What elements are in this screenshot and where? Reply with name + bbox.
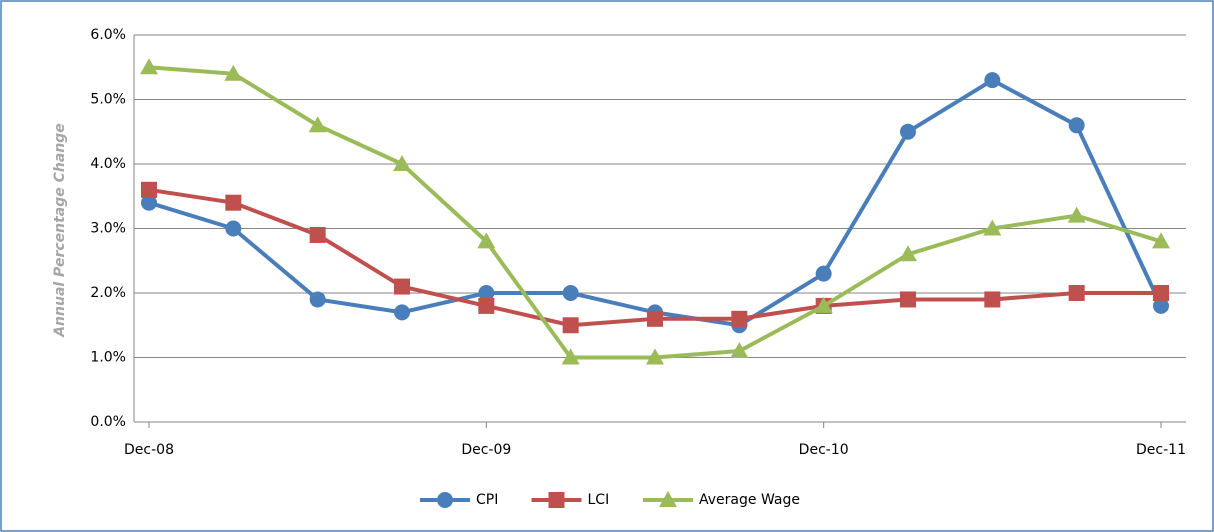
marker xyxy=(562,317,579,334)
marker xyxy=(984,72,1001,89)
marker xyxy=(393,155,411,171)
marker xyxy=(983,219,1002,236)
legend-label: CPI xyxy=(476,492,498,508)
marker xyxy=(561,348,580,365)
marker xyxy=(900,291,916,308)
marker xyxy=(1068,117,1085,134)
marker xyxy=(899,245,917,262)
marker xyxy=(141,181,157,198)
y-tick-label: 1.0% xyxy=(90,350,126,366)
x-tick-label: Dec-10 xyxy=(799,442,849,458)
marker xyxy=(731,310,748,327)
marker xyxy=(308,116,327,133)
x-tick-label: Dec-08 xyxy=(124,442,174,458)
legend-marker xyxy=(437,492,453,508)
marker xyxy=(900,123,916,140)
x-tick-label: Dec-09 xyxy=(461,442,511,458)
marker xyxy=(1067,206,1086,223)
y-tick-label: 3.0% xyxy=(90,221,126,237)
marker xyxy=(478,297,495,314)
marker xyxy=(1153,297,1169,314)
marker xyxy=(1068,285,1085,301)
marker xyxy=(225,194,242,211)
y-axis-label: Annual Percentage Change xyxy=(52,123,68,338)
marker xyxy=(478,285,495,301)
marker xyxy=(140,58,158,75)
legend-label: Average Wage xyxy=(699,492,800,508)
marker xyxy=(141,194,157,211)
marker xyxy=(309,226,326,243)
marker xyxy=(224,64,243,81)
marker xyxy=(1152,232,1170,249)
legend-marker xyxy=(548,492,565,508)
marker xyxy=(984,291,1001,308)
marker xyxy=(394,278,410,295)
marker xyxy=(562,285,579,301)
marker xyxy=(1153,285,1169,301)
y-tick-label: 2.0% xyxy=(90,285,126,301)
y-tick-label: 5.0% xyxy=(90,92,126,108)
marker xyxy=(394,304,410,321)
legend-label: LCI xyxy=(588,492,610,508)
marker xyxy=(730,342,749,359)
x-tick-label: Dec-11 xyxy=(1136,442,1186,458)
marker xyxy=(225,220,242,237)
marker xyxy=(646,348,664,365)
legend-marker xyxy=(659,491,677,507)
marker xyxy=(647,310,663,327)
marker xyxy=(477,232,496,249)
y-tick-label: 6.0% xyxy=(90,27,126,43)
y-tick-label: 0.0% xyxy=(90,414,126,430)
y-tick-label: 4.0% xyxy=(90,156,126,172)
marker xyxy=(309,291,326,308)
marker xyxy=(815,265,832,282)
marker xyxy=(814,296,833,313)
